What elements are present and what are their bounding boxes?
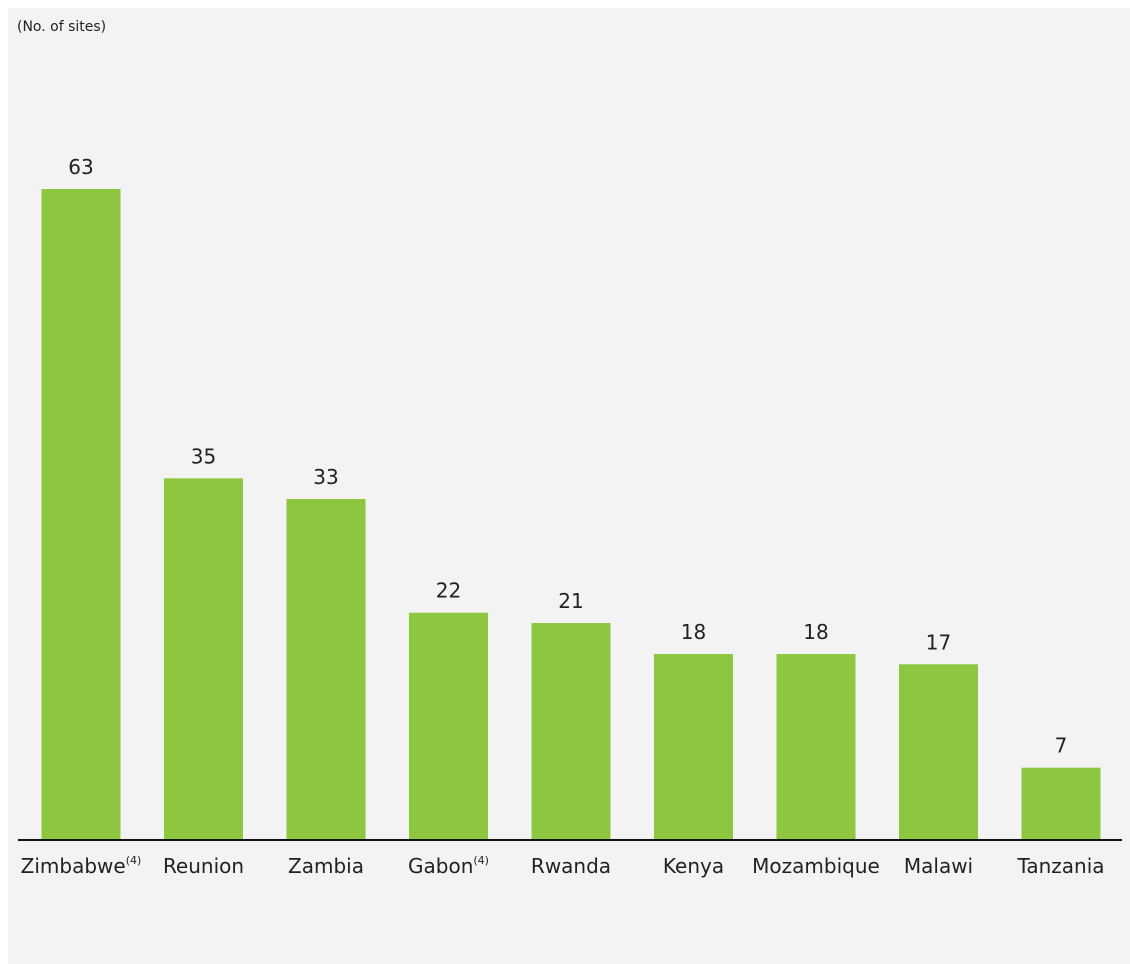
bar-kenya [654, 654, 733, 840]
footnote-marker: (4) [473, 854, 489, 867]
bar-malawi [899, 664, 978, 840]
category-label-rwanda: Rwanda [531, 854, 611, 878]
value-labels-group: 63 35 33 22 21 18 18 17 7 [68, 155, 1067, 758]
footnote-marker: (4) [126, 854, 142, 867]
value-label-malawi: 17 [926, 630, 951, 654]
value-label-tanzania: 7 [1055, 734, 1068, 758]
category-labels-group: Zimbabwe(4) Reunion Zambia Gabon(4) Rwanda Ke… [21, 854, 1105, 878]
value-label-mozambique: 18 [803, 620, 828, 644]
category-label-tanzania: Tanzania [1016, 854, 1104, 878]
category-label-zambia: Zambia [288, 854, 364, 878]
bar-mozambique [776, 654, 856, 840]
value-label-rwanda: 21 [558, 589, 583, 613]
bar-gabon [409, 612, 488, 840]
unit-label: (No. of sites) [17, 19, 107, 35]
bar-rwanda [531, 623, 611, 840]
category-label-malawi: Malawi [904, 854, 973, 878]
category-label-mozambique: Mozambique [752, 854, 880, 878]
category-label-reunion: Reunion [163, 854, 244, 878]
bars-group [41, 189, 1101, 840]
value-label-zimbabwe: 63 [68, 155, 93, 179]
value-label-kenya: 18 [681, 620, 706, 644]
value-label-gabon: 22 [436, 579, 461, 603]
category-label-zimbabwe: Zimbabwe(4) [21, 854, 142, 878]
value-label-reunion: 35 [191, 444, 216, 468]
category-label-gabon: Gabon(4) [408, 854, 489, 878]
value-label-zambia: 33 [313, 465, 338, 489]
bar-tanzania [1021, 767, 1101, 840]
bar-zimbabwe [41, 189, 121, 840]
category-label-kenya: Kenya [663, 854, 724, 878]
bar-zambia [286, 499, 366, 840]
bar-reunion [164, 478, 243, 840]
